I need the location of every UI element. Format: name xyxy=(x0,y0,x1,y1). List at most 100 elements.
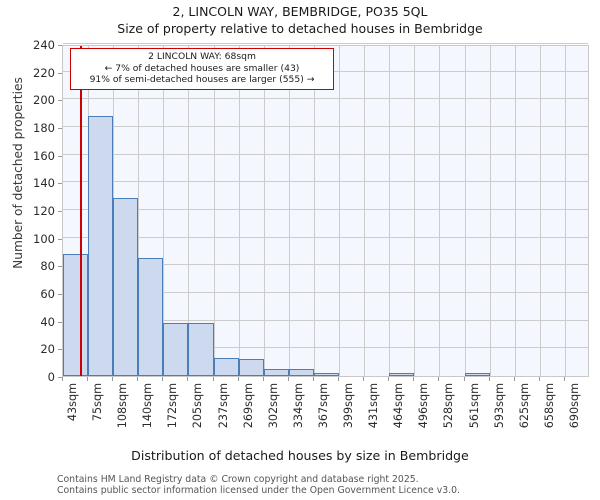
gridline-horizontal xyxy=(63,236,588,238)
histogram-bar xyxy=(313,373,340,376)
gridline-vertical xyxy=(389,46,391,376)
y-axis-tick-label: 180 xyxy=(33,121,55,135)
y-axis-tick-label: 0 xyxy=(47,370,55,384)
gridline-vertical xyxy=(313,46,315,376)
gridline-vertical xyxy=(339,46,341,376)
x-axis-tick-mark xyxy=(162,377,164,381)
x-axis-tick-mark xyxy=(112,377,114,381)
y-axis-tick-mark xyxy=(58,128,62,129)
x-axis-title: Distribution of detached houses by size … xyxy=(131,448,469,463)
x-axis-tick-label: 528sqm xyxy=(442,383,456,429)
property-marker-line xyxy=(79,46,82,376)
annotation-line-3: 91% of semi-detached houses are larger (… xyxy=(89,74,315,86)
gridline-vertical xyxy=(414,46,416,376)
x-axis-tick-mark xyxy=(262,377,264,381)
chart-subtitle: Size of property relative to detached ho… xyxy=(117,21,483,36)
histogram-bar xyxy=(113,197,139,376)
gridline-horizontal xyxy=(63,43,588,44)
y-axis-tick-label: 60 xyxy=(40,287,55,301)
chart-title-block: 2, LINCOLN WAY, BEMBRIDGE, PO35 5QL Size… xyxy=(0,3,600,38)
y-axis-tick-mark xyxy=(58,294,62,295)
gridline-vertical xyxy=(263,46,265,376)
y-axis-tick-label: 80 xyxy=(40,259,55,274)
x-axis-tick-mark xyxy=(563,377,565,381)
gridline-horizontal xyxy=(63,319,588,321)
x-axis-tick-label: 658sqm xyxy=(542,383,556,429)
x-axis-tick-mark xyxy=(513,377,515,381)
x-axis-tick-mark xyxy=(463,377,465,381)
y-axis-tick-label: 140 xyxy=(33,176,55,191)
x-axis-tick-label: 269sqm xyxy=(241,383,255,429)
x-axis-tick-label: 496sqm xyxy=(417,383,431,429)
page-title: 2, LINCOLN WAY, BEMBRIDGE, PO35 5QL xyxy=(172,4,428,19)
y-axis-tick-label: 200 xyxy=(33,93,55,108)
x-axis-tick-label: 561sqm xyxy=(467,383,481,429)
x-axis-tick-mark xyxy=(187,377,189,381)
y-axis-tick-mark xyxy=(58,100,62,102)
gridline-horizontal xyxy=(63,209,588,210)
histogram-bar xyxy=(163,323,189,376)
gridline-vertical xyxy=(188,46,190,376)
gridline-vertical xyxy=(138,46,140,376)
histogram-bar xyxy=(138,258,164,376)
y-axis-tick-label: 120 xyxy=(33,204,55,218)
x-axis-tick-label: 367sqm xyxy=(316,383,330,429)
gridline-vertical xyxy=(238,46,240,376)
gridline-vertical xyxy=(564,46,566,376)
x-axis-tick-mark xyxy=(137,377,139,381)
histogram-bar xyxy=(88,115,114,376)
histogram-bar xyxy=(288,369,314,376)
y-axis-tick-label: 240 xyxy=(33,38,55,52)
x-axis-tick-mark xyxy=(237,377,239,381)
y-axis-tick-mark xyxy=(58,211,62,212)
annotation-line-1: 2 LINCOLN WAY: 68sqm xyxy=(148,51,256,62)
x-axis-tick-mark xyxy=(538,377,540,381)
histogram-bar xyxy=(464,373,490,376)
gridline-horizontal xyxy=(63,264,588,266)
y-axis-tick-mark xyxy=(58,266,62,268)
x-axis-tick-label: 334sqm xyxy=(291,383,305,429)
y-axis-tick-mark xyxy=(58,349,62,351)
x-axis-tick-mark xyxy=(363,377,365,381)
x-axis-tick-label: 690sqm xyxy=(567,383,581,429)
y-axis-tick-label: 220 xyxy=(33,65,55,80)
histogram-bar xyxy=(389,373,415,376)
gridline-vertical xyxy=(364,46,366,376)
x-axis-tick-label: 464sqm xyxy=(392,383,406,429)
x-axis-tick-mark xyxy=(338,377,340,381)
gridline-horizontal xyxy=(63,181,588,183)
x-axis-tick-label: 302sqm xyxy=(266,383,280,429)
y-axis-tick-mark xyxy=(58,183,62,185)
y-axis-tick-label: 160 xyxy=(33,148,55,163)
histogram-bar xyxy=(213,358,239,376)
y-axis-tick-mark xyxy=(58,155,62,157)
annotation-line-2: ← 7% of detached houses are smaller (43) xyxy=(104,62,300,74)
gridline-vertical xyxy=(213,46,215,376)
x-axis-tick-label: 237sqm xyxy=(216,383,230,429)
y-axis-tick-mark xyxy=(58,72,62,74)
footer-attribution: Contains HM Land Registry data © Crown c… xyxy=(57,474,597,496)
x-axis-tick-mark xyxy=(312,377,314,381)
gridline-horizontal xyxy=(63,126,588,127)
x-axis-tick-mark xyxy=(62,377,63,381)
y-axis-tick-label: 20 xyxy=(40,342,55,357)
histogram-bar xyxy=(188,323,214,376)
gridline-vertical xyxy=(489,46,491,376)
histogram-bar xyxy=(238,359,264,376)
gridline-vertical xyxy=(464,46,466,376)
x-axis-tick-label: 43sqm xyxy=(66,383,79,422)
plot-area xyxy=(62,43,589,377)
gridline-horizontal xyxy=(63,347,588,349)
x-axis-tick-mark xyxy=(388,377,390,381)
y-axis-tick-mark xyxy=(58,45,62,46)
x-axis-tick-mark xyxy=(438,377,440,381)
gridline-vertical xyxy=(539,46,541,376)
x-axis-tick-label: 75sqm xyxy=(91,383,105,422)
x-axis-tick-label: 625sqm xyxy=(517,383,531,429)
footer-line-1: Contains HM Land Registry data © Crown c… xyxy=(57,474,419,485)
x-axis-tick-label: 431sqm xyxy=(367,383,381,429)
x-axis-tick-label: 140sqm xyxy=(141,383,155,429)
x-axis-tick-mark xyxy=(488,377,490,381)
x-axis-tick-mark xyxy=(87,377,89,381)
